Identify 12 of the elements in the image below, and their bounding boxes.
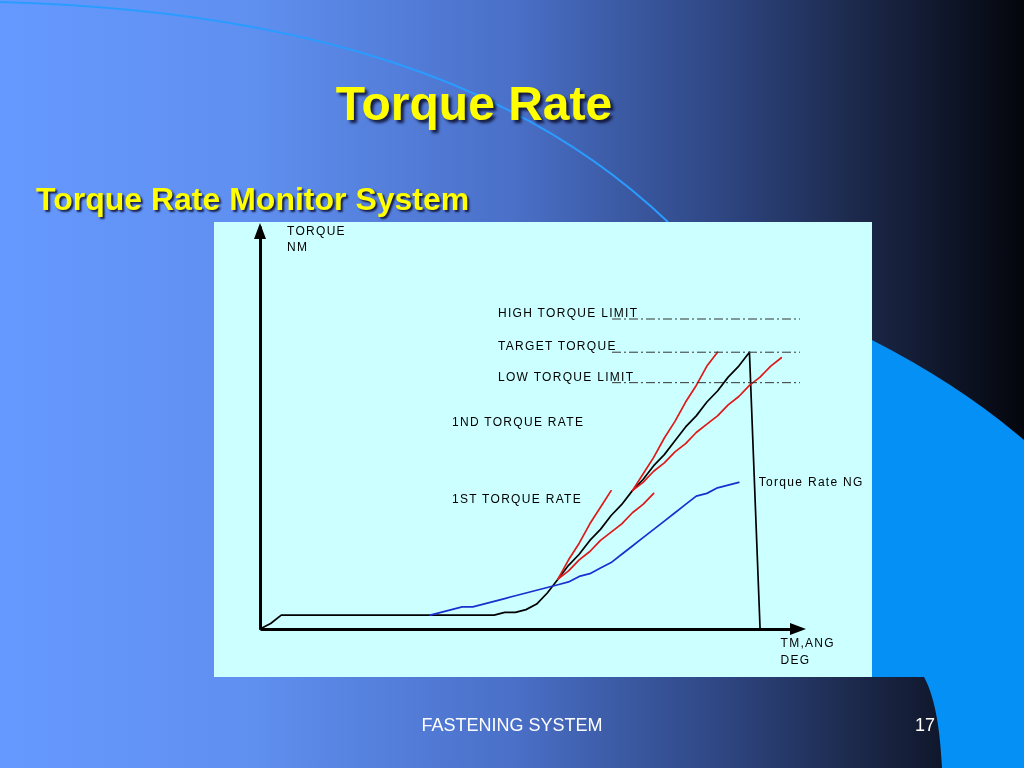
annotation: 1ST TORQUE RATE	[452, 492, 582, 506]
text: TORQUE NM	[287, 224, 346, 254]
ref-line-label: LOW TORQUE LIMIT	[498, 369, 635, 384]
chart-title: Torque Rate	[335, 77, 613, 130]
ref-line-label: TARGET TORQUE	[498, 339, 617, 354]
text: 17	[914, 715, 935, 735]
chart-subtitle: Torque Rate Monitor System	[36, 181, 470, 217]
annotation: 1ND TORQUE RATE	[452, 415, 585, 429]
series-label: Torque Rate NG	[758, 475, 864, 490]
ref-line-label: HIGH TORQUE LIMIT	[498, 306, 639, 320]
x-axis-title: TM,ANG DEG	[780, 635, 835, 667]
text: FASTENING SYSTEM	[421, 715, 603, 735]
